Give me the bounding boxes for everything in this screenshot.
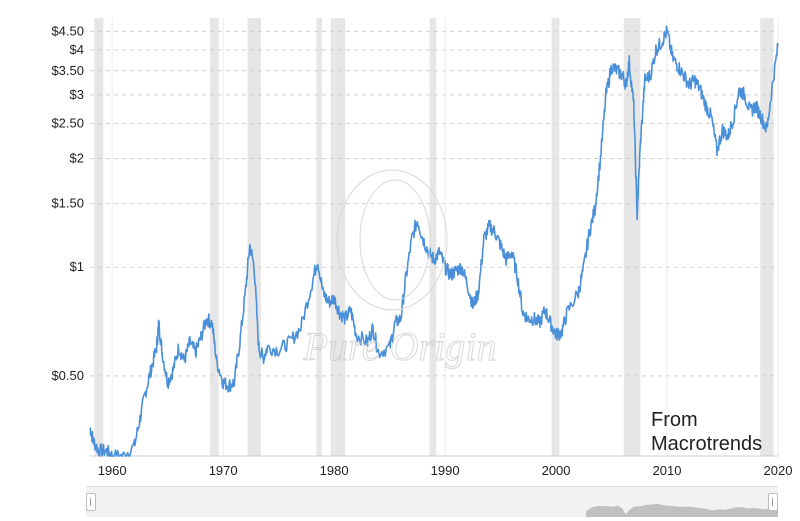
x-tick-label-4: 2000 (542, 463, 571, 478)
x-tick-label-2: 1980 (320, 463, 349, 478)
series-line-0 (89, 25, 779, 457)
y-tick-label-2: $1.50 (51, 196, 84, 211)
y-tick-label-8: $4.50 (51, 23, 84, 38)
shaded-period-3 (316, 18, 322, 456)
y-tick-label-0: $0.50 (51, 368, 84, 383)
y-tick-label-5: $3 (70, 87, 84, 102)
navigator-area (586, 503, 778, 517)
x-tick-label-1: 1970 (209, 463, 238, 478)
source-label: From Macrotrends (651, 408, 762, 456)
x-tick-label-3: 1990 (431, 463, 460, 478)
y-tick-label-3: $2 (70, 151, 84, 166)
shaded-period-6 (551, 18, 560, 456)
navigator-series (586, 503, 778, 517)
y-tick-label-7: $4 (70, 42, 84, 57)
shaded-period-4 (330, 18, 346, 456)
x-tick-label-0: 1960 (98, 463, 127, 478)
y-tick-label-6: $3.50 (51, 63, 84, 78)
watermark-text: Pure Origin (303, 324, 497, 369)
x-tick-label-6: 2020 (764, 463, 793, 478)
source-label-line2: Macrotrends (651, 433, 763, 455)
range-navigator[interactable] (86, 486, 778, 517)
shaded-period-5 (429, 18, 437, 456)
shaded-period-2 (247, 18, 261, 456)
navigator-left-handle[interactable] (86, 493, 96, 511)
watermark-emblem (336, 169, 448, 311)
watermark-emblem-inner (359, 179, 431, 301)
x-tick-label-5: 2010 (653, 463, 682, 478)
y-tick-label-4: $2.50 (51, 116, 84, 131)
shaded-period-0 (94, 18, 104, 456)
navigator-right-handle[interactable] (768, 493, 778, 511)
source-label-line1: From (651, 409, 698, 431)
shaded-period-7 (623, 18, 641, 456)
shaded-period-1 (209, 18, 219, 456)
y-tick-label-1: $1 (70, 259, 84, 274)
